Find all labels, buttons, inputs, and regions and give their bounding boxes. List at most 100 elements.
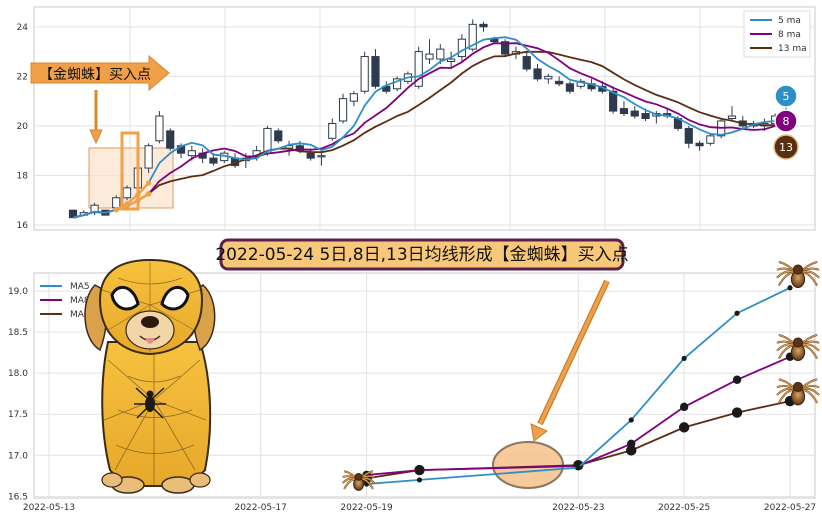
candle: [447, 51, 456, 69]
candle-body: [468, 23, 477, 50]
chest-spider-icon: [134, 387, 166, 419]
crossover-ellipse: [492, 441, 564, 489]
candle-body: [328, 122, 337, 139]
candle-body: [706, 135, 715, 144]
series-point-MA8: [679, 402, 689, 412]
dog-spider-suit-illustration: [84, 258, 216, 494]
candle: [619, 101, 629, 117]
callout-label: 【金蜘蛛】买入点: [39, 67, 151, 83]
candle-body: [371, 56, 380, 87]
candle: [328, 118, 337, 141]
bottom-y-tick-label: 18.0: [8, 369, 28, 379]
candle-body: [68, 209, 78, 219]
candle: [565, 81, 575, 94]
candle-body: [392, 78, 402, 90]
spider-icon: [776, 260, 820, 289]
top-ma-line-5-ma: [72, 36, 787, 219]
bottom-y-tick-label: 17.5: [8, 410, 28, 420]
candle-body: [501, 41, 510, 55]
candle-body: [360, 56, 369, 92]
top-y-tick-label: 20: [17, 122, 29, 132]
candle-body: [609, 90, 618, 112]
spider-head: [792, 337, 804, 348]
legend-5ma: 5 ma: [778, 16, 801, 26]
candle-body: [695, 142, 704, 147]
top-ma-line-8-ma: [72, 42, 787, 219]
candle: [144, 143, 153, 174]
candle-body: [641, 113, 650, 119]
spider-icon: [776, 378, 820, 406]
candle: [501, 39, 510, 57]
spider-icon: [776, 333, 820, 362]
bottom-series-lines: [361, 285, 796, 487]
candle-body: [490, 38, 499, 43]
candle: [544, 73, 553, 84]
candle-body: [447, 58, 456, 63]
candle-body: [112, 197, 121, 209]
legend-MA8: MA8: [70, 296, 90, 306]
spider-decorations: [342, 260, 820, 491]
ma-line-panel: 16.5 17.0 17.5 18.0 18.5 19.0 2022-05-13 2022-…: [8, 258, 820, 513]
legend-MA5: MA5: [70, 282, 90, 292]
bottom-legend: MA5 MA8 MA13: [40, 282, 95, 320]
legend-13ma: 13 ma: [778, 44, 807, 54]
series-point-MA8: [732, 375, 742, 384]
candle-body: [187, 150, 196, 157]
candle-body: [684, 127, 693, 144]
candle: [522, 51, 531, 72]
candle: [555, 76, 564, 87]
candle: [695, 140, 704, 151]
bottom-x-tick-label: 2022-05-13: [23, 503, 75, 513]
candle-body: [155, 115, 164, 142]
candle: [425, 39, 434, 64]
candle: [371, 49, 380, 89]
candle-body: [425, 53, 434, 60]
candle: [155, 111, 164, 144]
bottom-x-tick-label: 2022-05-23: [552, 503, 604, 513]
candle: [414, 46, 423, 89]
series-point-MA8: [415, 465, 424, 475]
bottom-y-tick-label: 17.0: [8, 451, 28, 461]
candle: [317, 150, 326, 166]
candle: [684, 125, 693, 149]
bottom-y-tick-label: 19.0: [8, 287, 28, 297]
candle: [468, 19, 477, 52]
series-point-MA8: [627, 439, 636, 449]
bottom-y-tick-label: 16.5: [8, 492, 28, 502]
series-point-MA13: [731, 407, 743, 418]
candle: [122, 185, 132, 201]
candle-body: [414, 51, 423, 87]
candle-body: [727, 115, 737, 120]
candle: [706, 133, 715, 146]
candle: [479, 21, 488, 32]
candle: [68, 209, 78, 219]
top-signal-dot: [146, 191, 152, 197]
spider-head: [792, 381, 804, 392]
top-signal-dot: [113, 207, 119, 213]
top-ma-line-13-ma: [72, 50, 787, 219]
candle-body: [338, 98, 348, 122]
spider-head: [354, 472, 363, 481]
candle: [338, 93, 348, 124]
top-y-tick-labels: 16 18 20 22 24: [17, 23, 29, 231]
candle-body: [630, 110, 639, 117]
candle: [166, 128, 175, 151]
badge-8: 8: [783, 115, 790, 128]
candle-body: [457, 38, 467, 58]
candle-body: [479, 23, 488, 28]
top-legend: 5 ma 8 ma 13 ma: [743, 10, 811, 58]
candle-body: [349, 93, 358, 102]
chart-title: 2022-05-24 5日,8日,13日均线形成【金蜘蛛】买入点: [215, 245, 628, 265]
candle-body: [317, 155, 326, 158]
top-signal-dot: [146, 180, 152, 186]
series-point-MA5: [628, 417, 634, 423]
series-point-MA5: [787, 285, 793, 291]
bottom-x-tick-label: 2022-05-27: [764, 503, 816, 513]
ma-badges: 5 8 13: [773, 84, 799, 160]
bottom-x-tick-labels: 2022-05-13 2022-05-17 2022-05-19 2022-05-23…: [23, 503, 816, 513]
candle-body: [306, 152, 315, 159]
bottom-x-tick-label: 2022-05-19: [340, 503, 393, 513]
legend-MA13: MA13: [70, 310, 95, 320]
bottom-y-tick-label: 18.5: [8, 328, 28, 338]
